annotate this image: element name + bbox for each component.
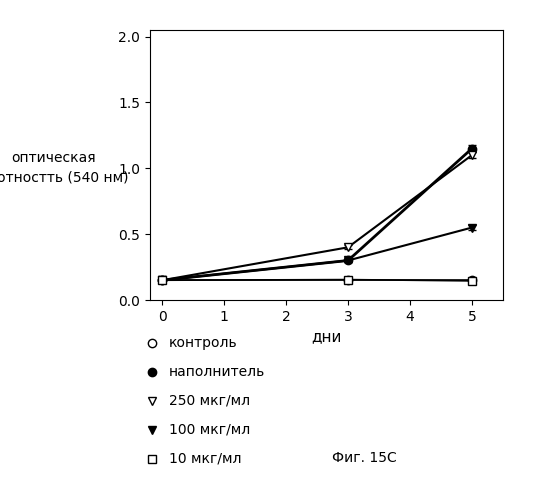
Text: Фиг. 15С: Фиг. 15С xyxy=(332,452,396,466)
Text: 250 мкг/мл: 250 мкг/мл xyxy=(169,394,250,407)
Text: наполнитель: наполнитель xyxy=(169,364,265,378)
Text: 100 мкг/мл: 100 мкг/мл xyxy=(169,422,250,436)
X-axis label: дни: дни xyxy=(311,330,341,344)
Text: контроль: контроль xyxy=(169,336,237,349)
Text: 10 мкг/мл: 10 мкг/мл xyxy=(169,452,241,466)
Text: плотностть (540 нм): плотностть (540 нм) xyxy=(0,170,128,184)
Text: оптическая: оптическая xyxy=(11,150,96,164)
